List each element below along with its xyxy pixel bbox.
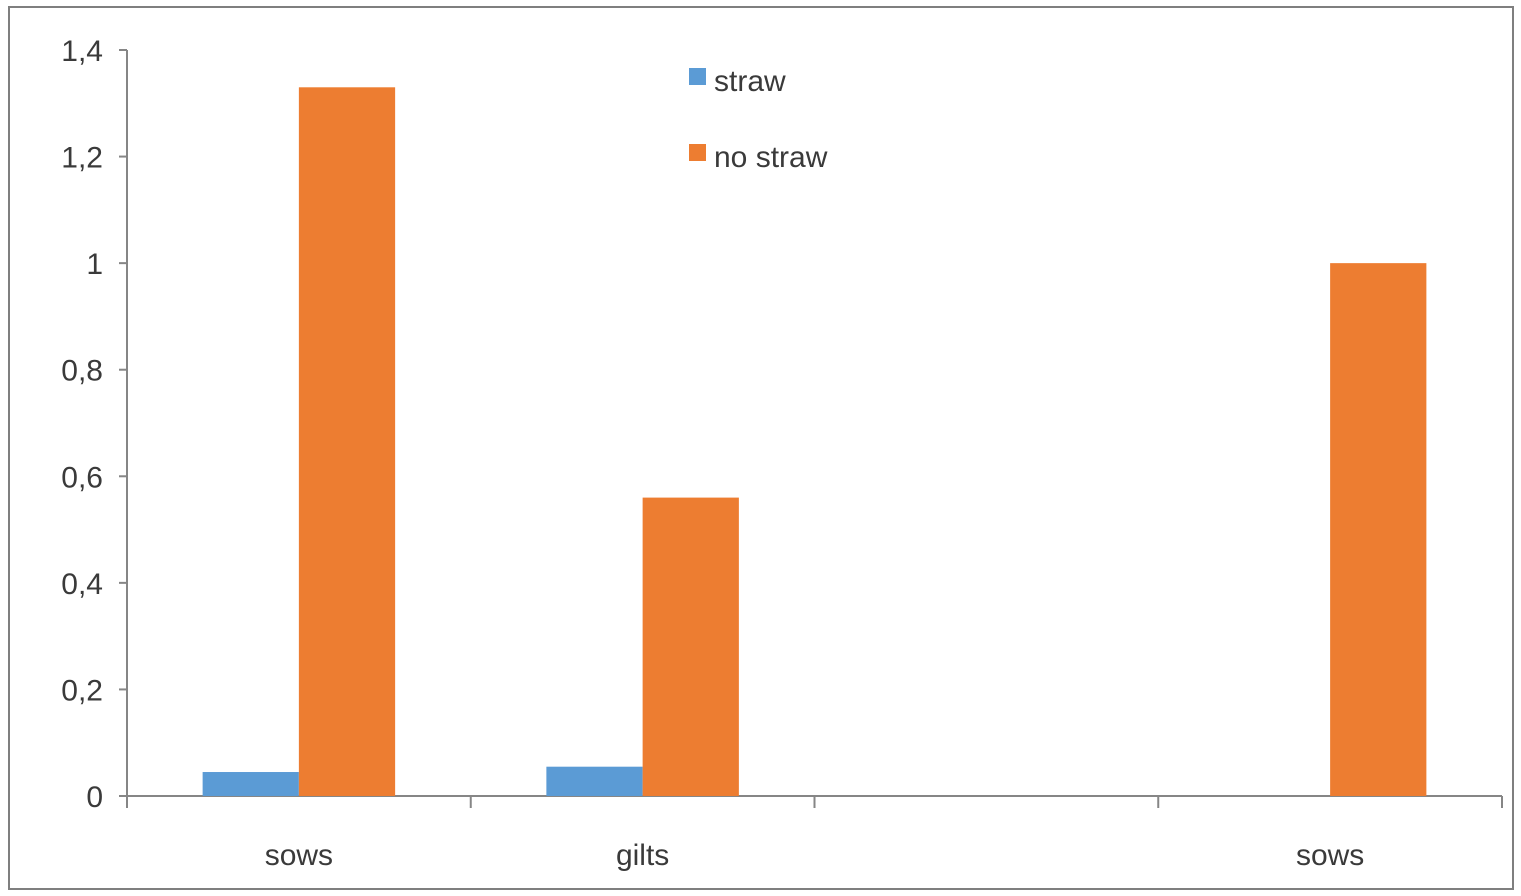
x-tick-label: sows <box>1296 839 1364 872</box>
y-axis: 0 0,2 0,4 0,6 0,8 1 1,2 1,4 <box>61 35 128 814</box>
y-tick-label: 1,4 <box>61 35 103 68</box>
legend-swatch-straw <box>689 68 706 85</box>
x-tick-label: sows <box>265 839 333 872</box>
bar-no-straw-3 <box>1330 263 1427 797</box>
bars <box>202 87 1427 797</box>
x-tick-label: gilts <box>616 839 669 872</box>
bar-straw-1 <box>546 766 643 796</box>
x-axis: sows gilts sows <box>126 795 1503 872</box>
y-tick-label: 0 <box>86 781 103 814</box>
y-tick-label: 0,4 <box>61 568 103 601</box>
bar-no-straw-1 <box>642 497 739 796</box>
y-tick-label: 0,6 <box>61 461 103 494</box>
bar-no-straw-0 <box>298 87 396 797</box>
legend-swatch-no-straw <box>689 144 706 161</box>
chart-frame <box>8 6 1514 890</box>
legend: straw no straw <box>689 65 828 174</box>
y-tick-label: 0,2 <box>61 674 103 707</box>
y-tick-label: 1 <box>86 248 103 281</box>
y-tick-label: 0,8 <box>61 355 103 388</box>
y-tick-label: 1,2 <box>61 142 103 175</box>
bar-straw-0 <box>202 772 299 796</box>
legend-label-straw: straw <box>714 65 786 98</box>
legend-label-no-straw: no straw <box>714 141 828 174</box>
